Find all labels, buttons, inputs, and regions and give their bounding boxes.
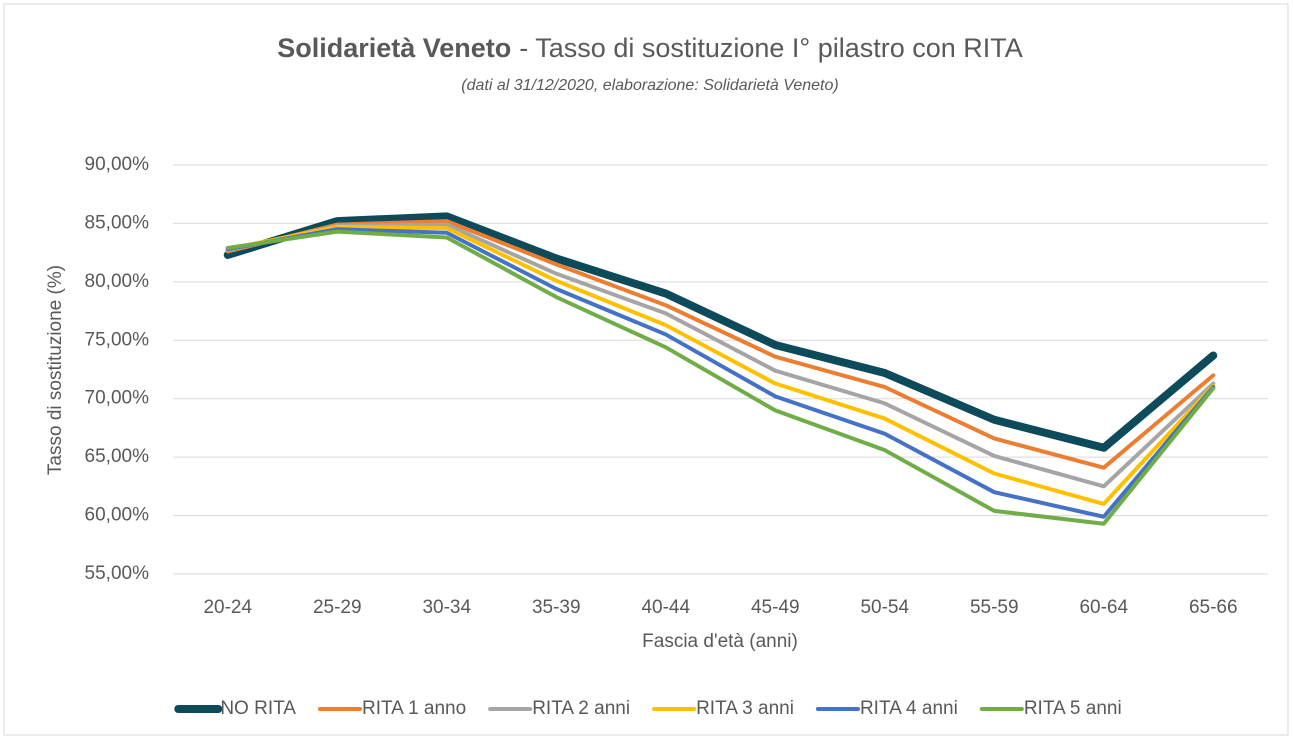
y-axis-label: Tasso di sostituzione (%) xyxy=(45,265,66,475)
x-tick-label: 50-54 xyxy=(860,597,909,618)
series-line xyxy=(225,224,1216,506)
title-rest: - Tasso di sostituzione I° pilastro con … xyxy=(519,33,1023,63)
series-line xyxy=(225,222,1216,489)
series-line xyxy=(225,229,1216,526)
series-line xyxy=(225,227,1216,519)
x-tick-label: 55-59 xyxy=(970,597,1019,618)
legend-label: RITA 4 anni xyxy=(860,698,958,719)
x-tick-label: 25-29 xyxy=(313,597,362,618)
y-tick-label: 80,00% xyxy=(85,271,150,292)
x-tick-label: 20-24 xyxy=(203,597,252,618)
chart-subtitle: (dati al 31/12/2020, elaborazione: Solid… xyxy=(461,77,838,94)
legend-label: NO RITA xyxy=(220,698,296,719)
y-tick-label: 90,00% xyxy=(85,154,150,175)
chart-title: Solidarietà Veneto - Tasso di sostituzion… xyxy=(277,33,1023,63)
chart-border xyxy=(3,3,1289,736)
series-line xyxy=(225,219,1216,470)
series-line xyxy=(223,212,1218,452)
title-bold: Solidarietà Veneto xyxy=(277,33,511,63)
legend-label: RITA 2 anni xyxy=(532,698,630,719)
x-tick-label: 40-44 xyxy=(641,597,690,618)
y-tick-label: 70,00% xyxy=(85,388,150,409)
legend-label: RITA 5 anni xyxy=(1024,698,1122,719)
legend: NO RITA RITA 1 anno RITA 2 anni RITA 3 anni… xyxy=(174,698,1122,719)
legend-label: RITA 3 anni xyxy=(696,698,794,719)
x-tick-label: 45-49 xyxy=(751,597,800,618)
x-tick-label: 35-39 xyxy=(532,597,581,618)
x-axis-label: Fascia d'età (anni) xyxy=(642,631,798,652)
x-tick-label: 65-66 xyxy=(1189,597,1238,618)
y-tick-label: 85,00% xyxy=(85,212,150,233)
x-tick-label: 60-64 xyxy=(1079,597,1128,618)
y-tick-label: 65,00% xyxy=(85,446,150,467)
x-tick-label: 30-34 xyxy=(422,597,471,618)
y-tick-label: 60,00% xyxy=(85,505,150,526)
y-tick-label: 55,00% xyxy=(85,563,150,584)
legend-label: RITA 1 anno xyxy=(362,698,466,719)
y-tick-label: 75,00% xyxy=(85,329,150,350)
